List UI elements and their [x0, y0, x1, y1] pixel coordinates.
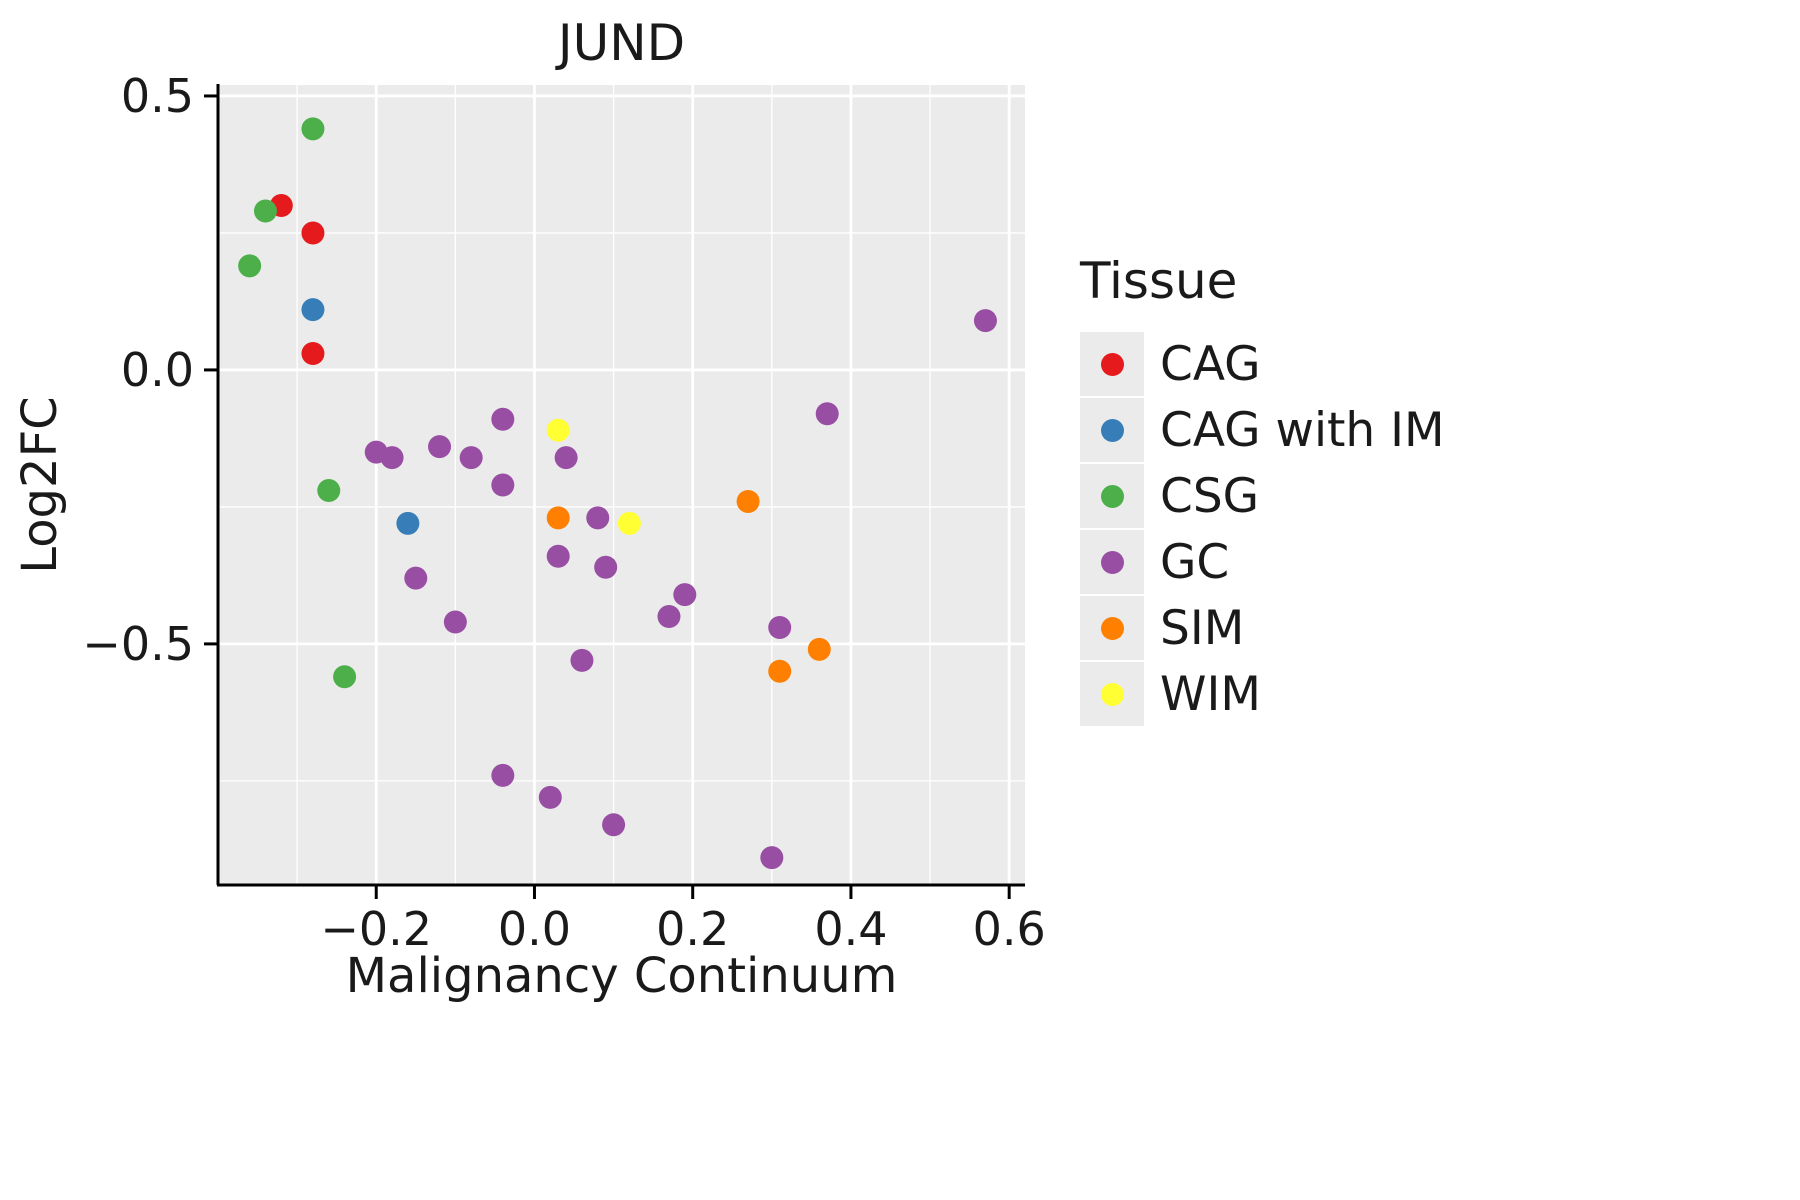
legend-item-label: CSG: [1160, 468, 1260, 524]
data-point: [333, 665, 357, 689]
data-point: [617, 511, 641, 535]
data-point: [301, 117, 325, 141]
y-tick-label: 0.0: [121, 343, 194, 397]
data-point: [396, 511, 420, 535]
series-cag-with-im: [301, 298, 420, 535]
legend-key: [1080, 662, 1144, 726]
x-tick-label: 0.6: [973, 902, 1046, 956]
data-point: [760, 846, 784, 870]
legend-item: WIM: [1080, 662, 1445, 726]
legend-dot-icon: [1100, 418, 1124, 442]
x-tick-label: −0.2: [320, 902, 432, 956]
legend-title: Tissue: [1080, 252, 1238, 310]
panel-background: [218, 85, 1025, 885]
legend-item-label: CAG: [1160, 336, 1261, 392]
data-point: [570, 648, 594, 672]
data-point: [538, 785, 562, 809]
data-point: [594, 555, 618, 579]
data-point: [428, 435, 452, 459]
data-point: [768, 659, 792, 683]
x-axis-label: Malignancy Continuum: [345, 948, 898, 1004]
data-point: [491, 763, 515, 787]
series-sim: [546, 489, 831, 683]
data-point: [380, 446, 404, 470]
legend-dot-icon: [1100, 682, 1124, 706]
gridlines: [218, 85, 1025, 885]
legend-key: [1080, 398, 1144, 462]
data-point: [301, 298, 325, 322]
data-point: [491, 473, 515, 497]
legend-dot-icon: [1100, 616, 1124, 640]
legend-dot-icon: [1100, 484, 1124, 508]
legend-item: CAG: [1080, 332, 1445, 396]
series-gc: [364, 309, 997, 870]
legend-key: [1080, 464, 1144, 528]
data-point: [586, 506, 610, 530]
data-point: [253, 199, 277, 223]
legend-item-label: GC: [1160, 534, 1230, 590]
y-tick-label: 0.5: [121, 69, 194, 123]
data-points: [238, 117, 997, 870]
data-point: [491, 407, 515, 431]
legend-key: [1080, 596, 1144, 660]
plot-area: −0.2 0.0 0.2 0.4 0.6 0.5 0.0 −0.5: [82, 69, 1045, 956]
legend-dot-icon: [1100, 352, 1124, 376]
data-point: [973, 309, 997, 333]
data-point: [673, 583, 697, 607]
legend-items: CAG CAG with IM CSG GC SIM WIM: [1080, 332, 1445, 726]
data-point: [736, 489, 760, 513]
data-point: [301, 341, 325, 365]
data-point: [657, 605, 681, 629]
legend-item-label: CAG with IM: [1160, 402, 1445, 458]
legend-item-label: WIM: [1160, 666, 1261, 722]
data-point: [602, 813, 626, 837]
data-point: [404, 566, 428, 590]
chart-title: JUND: [557, 14, 686, 72]
legend-key: [1080, 332, 1144, 396]
legend-item-label: SIM: [1160, 600, 1245, 656]
legend-item: CSG: [1080, 464, 1445, 528]
y-tick-label: −0.5: [82, 617, 194, 671]
data-point: [546, 418, 570, 442]
x-tick-label: 0.0: [498, 902, 571, 956]
data-point: [768, 615, 792, 639]
legend-key: [1080, 530, 1144, 594]
data-point: [554, 446, 578, 470]
ticks: −0.2 0.0 0.2 0.4 0.6 0.5 0.0 −0.5: [82, 69, 1045, 956]
legend-dot-icon: [1100, 550, 1124, 574]
series-csg: [238, 117, 357, 689]
legend: Tissue CAG CAG with IM CSG GC SIM WIM: [1080, 252, 1445, 726]
data-point: [807, 637, 831, 661]
data-point: [546, 506, 570, 530]
data-point: [443, 610, 467, 634]
data-point: [238, 254, 262, 278]
data-point: [546, 544, 570, 568]
legend-item: CAG with IM: [1080, 398, 1445, 462]
data-point: [301, 221, 325, 245]
data-point: [317, 478, 341, 502]
x-tick-label: 0.2: [656, 902, 729, 956]
series-wim: [546, 418, 641, 535]
data-point: [815, 402, 839, 426]
axes: [216, 84, 1025, 887]
legend-item: SIM: [1080, 596, 1445, 660]
legend-item: GC: [1080, 530, 1445, 594]
x-tick-label: 0.4: [814, 902, 887, 956]
data-point: [459, 446, 483, 470]
